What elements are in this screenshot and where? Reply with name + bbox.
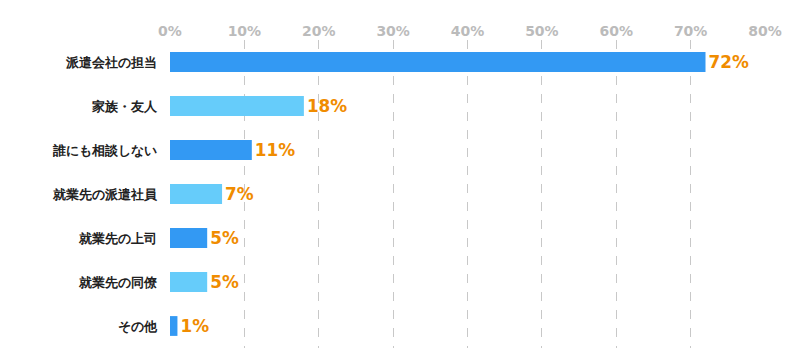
svg-text:5%: 5% (210, 228, 239, 248)
svg-text:18%: 18% (307, 96, 347, 116)
svg-text:誰にも相談しない: 誰にも相談しない (52, 143, 157, 158)
svg-text:就業先の同僚: 就業先の同僚 (78, 275, 158, 290)
svg-text:派遣会社の担当: 派遣会社の担当 (65, 55, 157, 70)
svg-text:家族・友人: 家族・友人 (91, 99, 158, 114)
svg-text:就業先の上司: 就業先の上司 (78, 231, 157, 246)
svg-text:5%: 5% (210, 272, 239, 292)
svg-text:1%: 1% (180, 316, 209, 336)
svg-text:20%: 20% (302, 23, 336, 39)
svg-text:7%: 7% (225, 184, 254, 204)
svg-text:11%: 11% (255, 140, 295, 160)
svg-text:50%: 50% (525, 23, 559, 39)
svg-text:0%: 0% (158, 23, 182, 39)
svg-text:就業先の派遣社員: 就業先の派遣社員 (52, 187, 158, 202)
svg-text:その他: その他 (118, 319, 158, 334)
svg-text:80%: 80% (748, 23, 782, 39)
svg-text:10%: 10% (228, 23, 262, 39)
svg-text:70%: 70% (674, 23, 708, 39)
svg-text:30%: 30% (376, 23, 410, 39)
svg-text:72%: 72% (709, 52, 749, 72)
svg-text:40%: 40% (451, 23, 485, 39)
svg-text:60%: 60% (599, 23, 633, 39)
